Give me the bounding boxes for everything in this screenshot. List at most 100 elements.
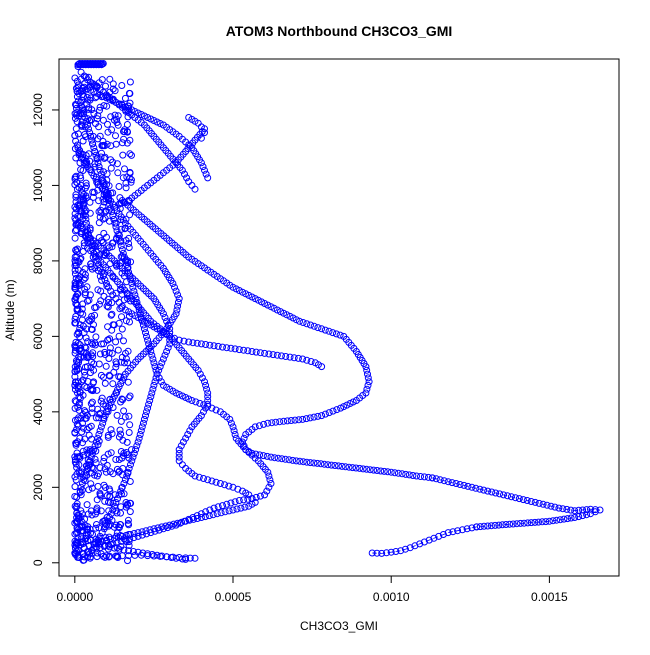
data-point <box>364 374 372 382</box>
data-point <box>296 457 304 465</box>
data-point <box>110 534 118 542</box>
y-tick-label: 10000 <box>31 168 45 202</box>
data-point <box>539 500 547 508</box>
data-point <box>114 112 122 120</box>
data-point <box>97 397 105 405</box>
data-point <box>89 449 96 457</box>
data-point <box>74 339 82 347</box>
data-point <box>318 363 326 371</box>
data-point <box>230 427 238 435</box>
data-point <box>543 501 551 509</box>
data-point <box>303 320 311 328</box>
data-point <box>454 527 462 535</box>
data-point <box>174 302 182 310</box>
data-point <box>225 507 233 515</box>
data-point <box>104 303 112 311</box>
data-point <box>84 553 91 561</box>
data-point <box>174 519 182 527</box>
data-point <box>342 463 349 471</box>
data-point <box>84 353 92 361</box>
data-point <box>102 82 109 90</box>
data-point <box>460 481 468 489</box>
data-point <box>290 354 298 362</box>
data-point <box>126 150 134 158</box>
data-point <box>263 487 271 495</box>
data-point <box>166 332 174 340</box>
data-point <box>452 480 460 487</box>
data-point <box>74 290 82 298</box>
data-point <box>151 378 159 386</box>
data-point <box>76 452 84 460</box>
data-point <box>106 372 114 380</box>
data-point <box>112 98 120 106</box>
data-point <box>264 419 272 427</box>
data-point <box>71 502 79 510</box>
data-point <box>507 493 515 501</box>
data-point <box>107 426 115 434</box>
data-point <box>113 411 121 419</box>
data-point <box>121 165 128 173</box>
data-point <box>274 454 282 462</box>
data-point <box>87 400 95 408</box>
data-point <box>387 468 395 476</box>
data-point <box>138 423 146 431</box>
data-point <box>73 389 81 397</box>
data-point <box>94 286 102 294</box>
data-point <box>153 370 161 378</box>
data-point <box>90 446 98 454</box>
data-point <box>164 344 172 352</box>
data-point <box>491 521 499 529</box>
data-point <box>193 512 201 520</box>
data-point <box>231 498 239 506</box>
data-point <box>182 517 190 525</box>
data-point <box>303 458 311 466</box>
data-point <box>114 533 122 541</box>
data-point <box>240 434 248 442</box>
data-point <box>79 197 87 204</box>
data-point <box>370 466 378 474</box>
data-point <box>329 329 337 337</box>
data-point <box>93 472 101 480</box>
data-point <box>119 139 126 147</box>
data-point <box>115 183 123 190</box>
data-point <box>83 384 91 392</box>
data-point <box>488 488 496 496</box>
data-point <box>79 322 87 330</box>
data-point <box>81 371 89 379</box>
data-point <box>148 389 156 397</box>
data-point <box>406 544 414 552</box>
data-point <box>76 325 84 332</box>
data-point <box>210 504 218 512</box>
data-point <box>227 344 235 352</box>
data-point <box>122 503 130 511</box>
data-point <box>178 392 186 400</box>
data-point <box>240 496 248 504</box>
data-point <box>142 412 149 420</box>
data-point <box>260 420 268 428</box>
data-point <box>112 140 120 148</box>
data-point <box>352 464 360 472</box>
data-point <box>93 521 100 528</box>
data-point <box>148 551 156 558</box>
data-point <box>90 110 98 117</box>
data-point <box>104 128 112 136</box>
data-point <box>172 287 180 295</box>
data-point <box>93 496 101 504</box>
data-point <box>111 219 119 227</box>
data-point <box>95 261 102 269</box>
data-point <box>231 431 239 438</box>
data-point <box>394 469 402 477</box>
data-point <box>85 316 93 324</box>
data-point <box>106 75 114 83</box>
data-point <box>175 391 183 398</box>
data-point <box>73 493 81 501</box>
data-point <box>93 504 101 512</box>
data-point <box>155 366 163 374</box>
data-point <box>484 522 492 530</box>
data-point <box>89 188 97 196</box>
data-point <box>115 100 123 108</box>
y-tick-label: 8000 <box>31 247 45 274</box>
data-point <box>449 528 457 536</box>
